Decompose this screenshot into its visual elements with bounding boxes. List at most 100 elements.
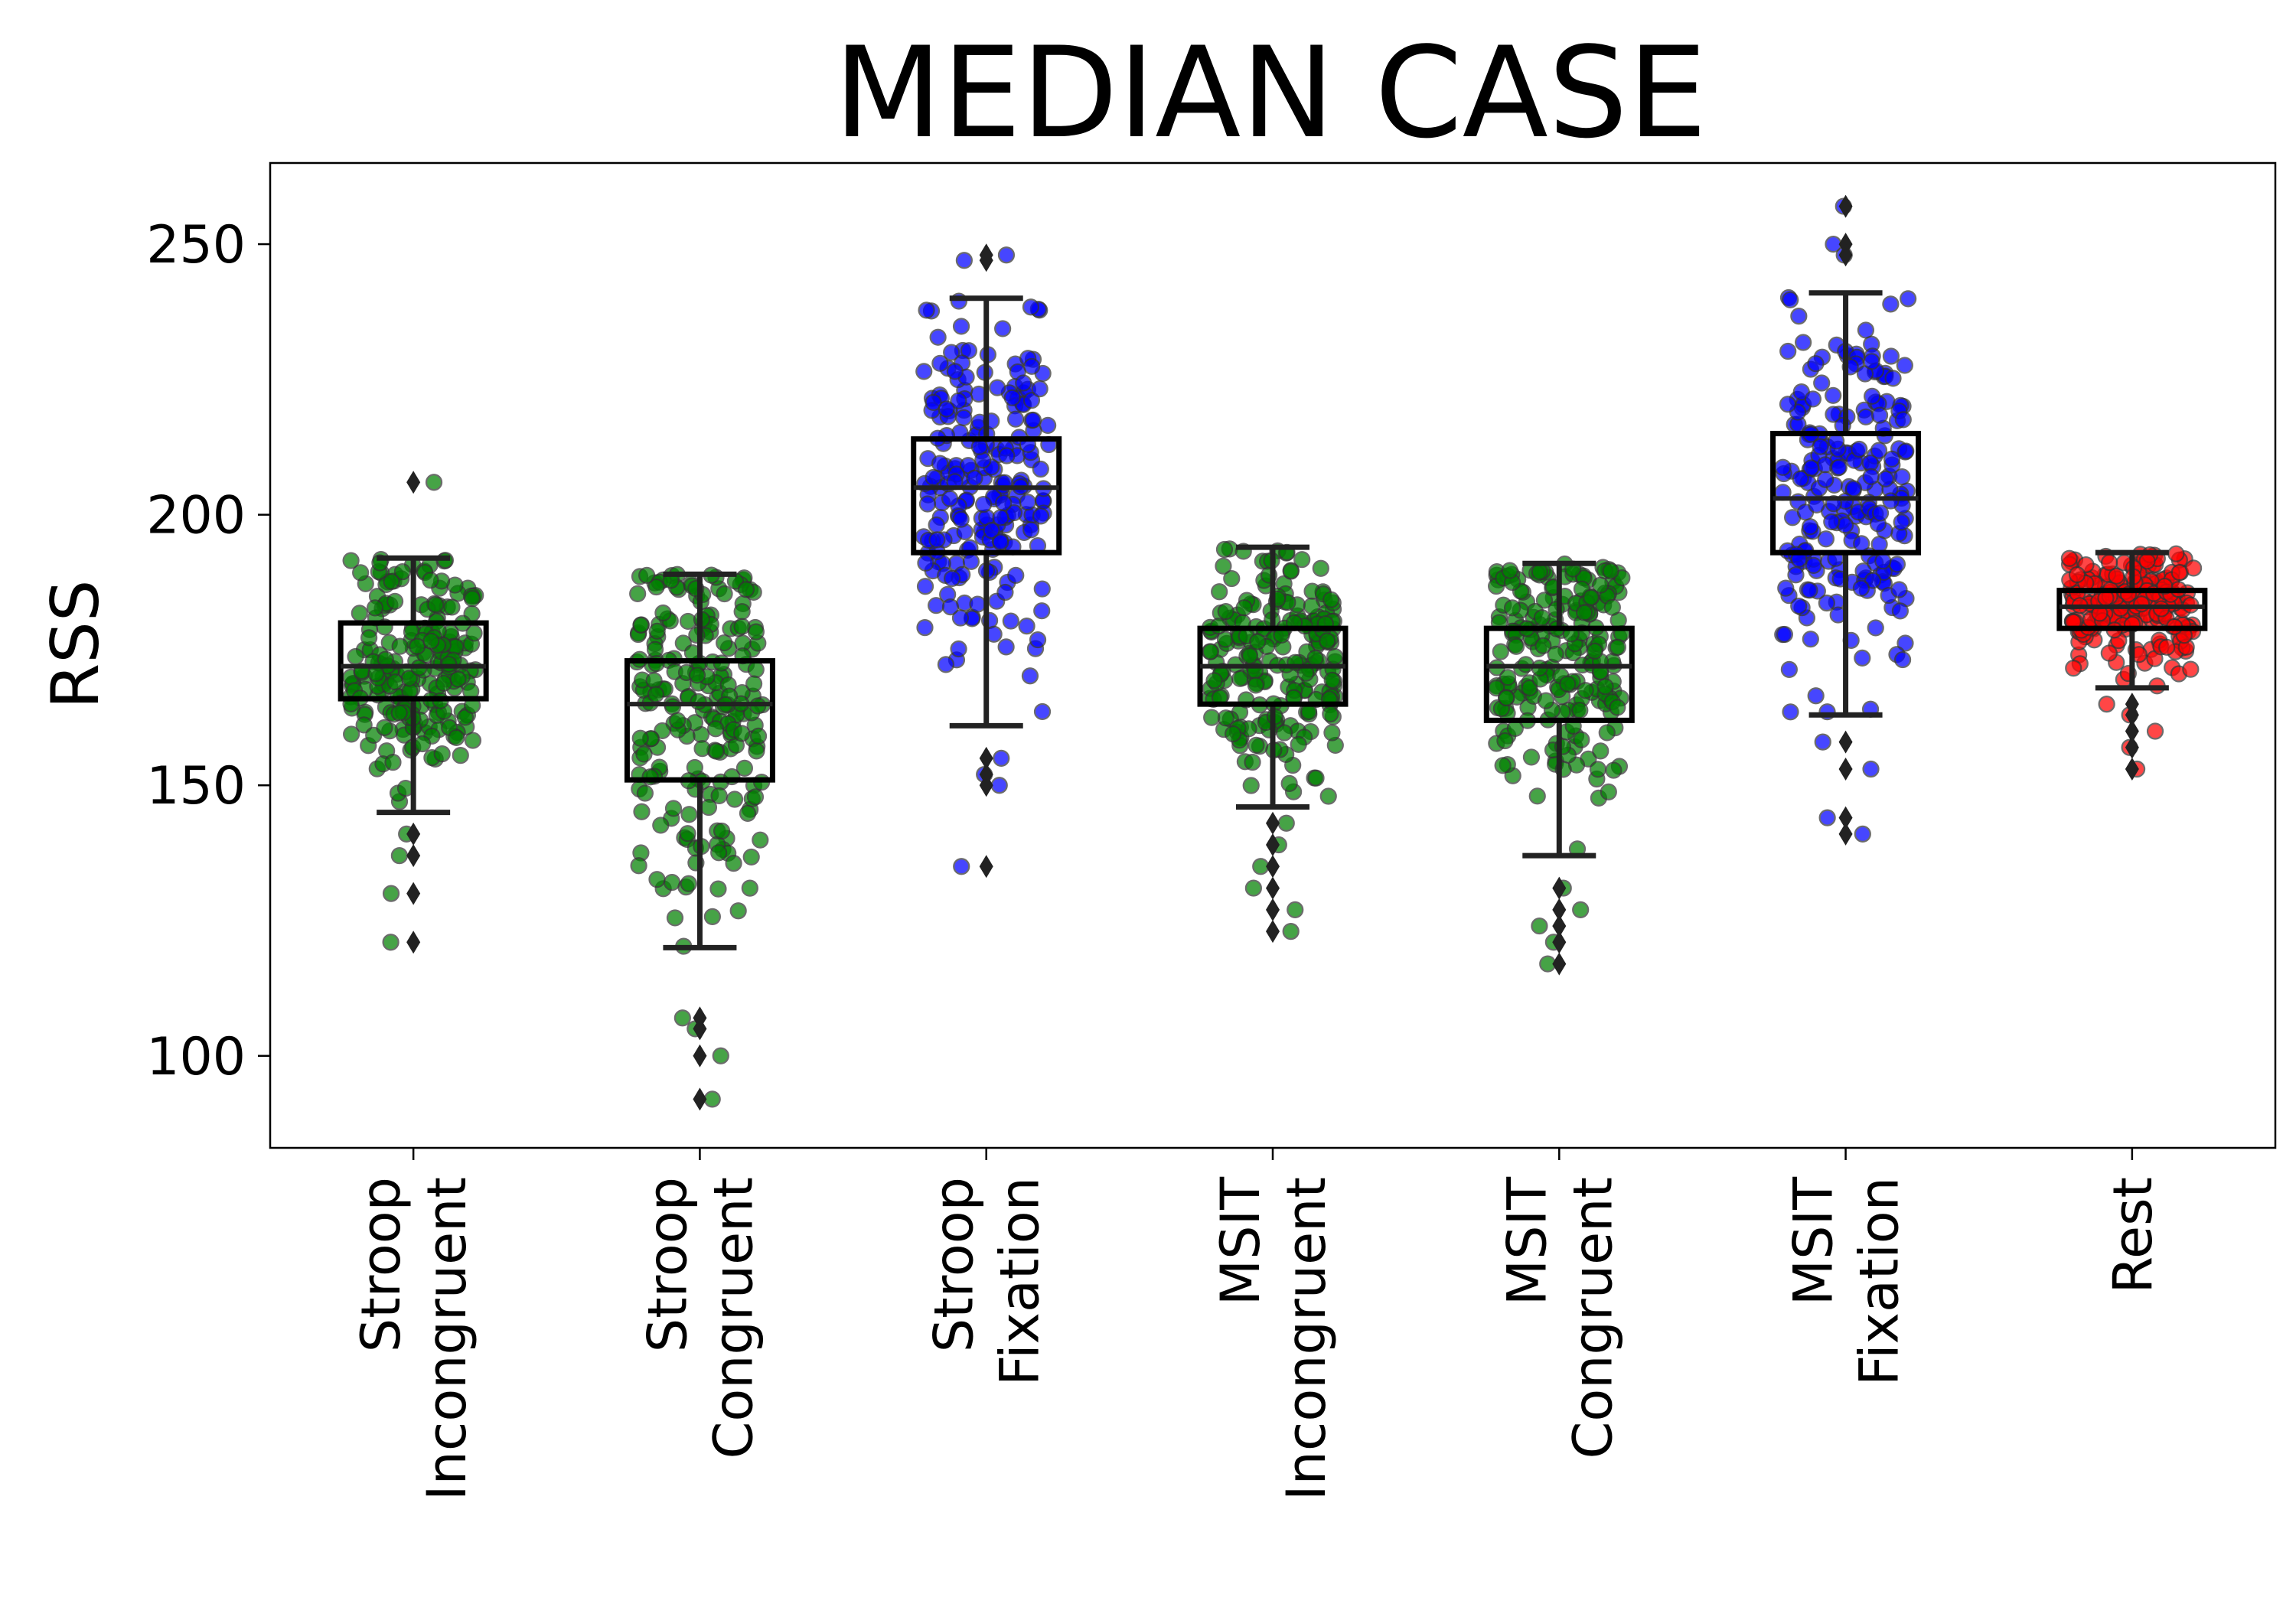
data-point [1586,642,1603,660]
data-point [1893,650,1912,669]
data-point [1592,742,1609,760]
x-tick-label: MSIT Congruent [1495,1177,1624,1459]
data-point [746,788,765,806]
x-tick-label-line: Stroop [636,1177,699,1352]
data-point [376,719,393,736]
data-point [1249,633,1267,650]
data-point [632,616,650,634]
data-point [427,596,445,614]
data-point [1852,579,1870,597]
data-point [1890,581,1908,598]
data-point [1782,291,1799,308]
data-point [1275,724,1293,742]
data-point [1290,735,1307,753]
data-point [916,618,934,637]
data-point [1871,504,1890,522]
data-point [1277,814,1295,832]
data-point [944,569,961,588]
data-point [422,632,440,650]
data-point [931,354,949,372]
data-point [953,858,970,875]
outlier-marker [406,822,421,846]
data-point [928,597,945,614]
data-point [1598,724,1616,742]
x-tick-label: MSIT Fixation [1782,1177,1911,1386]
data-point [1572,901,1590,918]
data-point [1535,592,1554,609]
data-point [997,638,1015,656]
data-point [1323,724,1341,742]
data-point [1867,619,1884,637]
x-tick-label: MSIT Incongruent [1209,1177,1338,1501]
data-point [1280,774,1298,792]
data-point [1893,513,1910,531]
data-point [937,656,955,673]
data-point [1896,634,1914,652]
outlier-marker [2125,735,2139,759]
data-point [2068,566,2086,584]
box [2056,588,2208,631]
data-point [1534,637,1552,654]
data-point [464,732,482,749]
data-point [1021,667,1039,685]
data-point [1870,442,1888,459]
data-point [1776,625,1793,644]
data-point [390,847,408,865]
data-point [1319,632,1336,650]
data-point [1864,572,1882,589]
data-point [952,510,970,528]
data-point [1782,703,1799,721]
data-point [918,302,935,319]
outlier-marker [2125,703,2139,727]
data-point [1863,353,1880,370]
x-tick-label: Stroop Fixation [923,1177,1052,1386]
data-point [1777,579,1795,597]
data-point [735,759,753,777]
data-point [355,716,373,734]
data-point [1022,392,1041,409]
data-point [1805,556,1822,575]
data-point [1882,347,1900,365]
x-tick-label-line: MSIT [1209,1177,1272,1305]
y-tick-label: 150 [146,756,246,817]
data-point [710,844,728,862]
data-point [631,729,649,747]
data-point [1779,396,1797,413]
data-point [1818,594,1835,612]
data-point [742,848,760,866]
outlier-marker [693,1087,707,1111]
data-point [1589,761,1607,778]
data-point [990,777,1008,794]
data-point [1603,598,1621,616]
data-point [1244,753,1261,771]
data-point [2098,696,2115,713]
outlier-marker [1838,730,1853,754]
data-point [448,729,465,747]
data-point [1577,682,1594,699]
data-point [1242,777,1260,794]
data-point [952,318,970,335]
data-point [648,622,666,640]
data-point [1224,725,1242,743]
data-point [1807,687,1825,705]
data-point [1857,408,1875,425]
data-point [386,673,404,691]
box [911,436,1062,556]
data-point [636,784,654,802]
data-point [1583,588,1600,606]
data-point [996,583,1014,601]
y-tick-label: 100 [146,1027,246,1087]
outlier-marker [406,931,421,954]
data-point [366,599,384,617]
data-point [703,908,721,925]
data-point [1002,612,1019,630]
data-point [1322,705,1339,723]
data-point [1818,809,1836,826]
data-point [663,873,681,892]
data-point [1823,513,1841,531]
data-point [1312,559,1329,577]
data-point [941,490,959,507]
data-point [1537,692,1555,709]
data-point [915,363,933,380]
data-point [1854,825,1871,843]
